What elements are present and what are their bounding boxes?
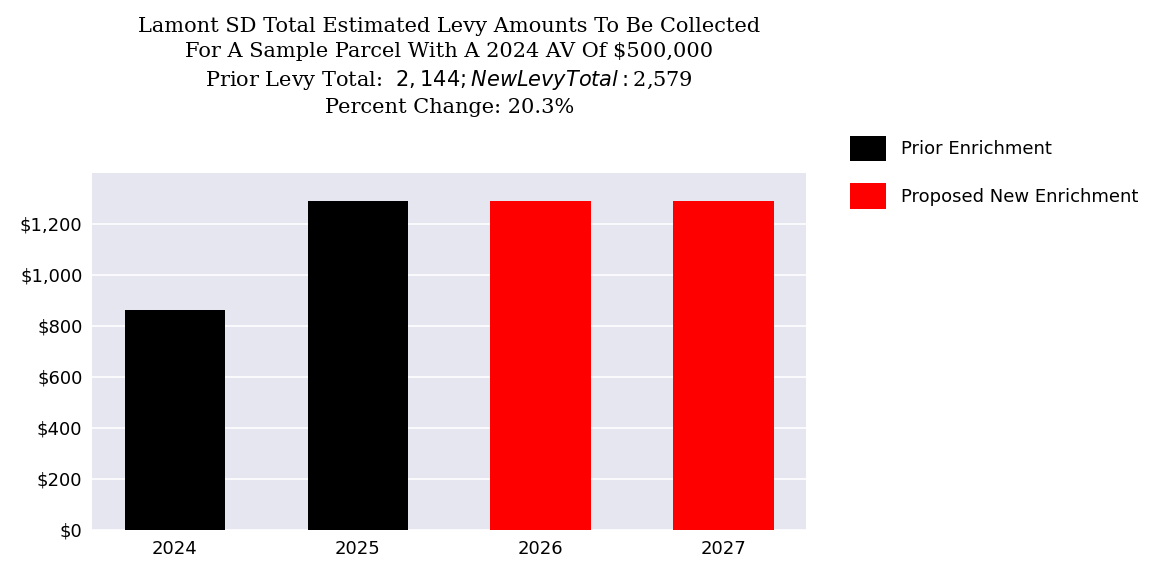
Bar (308, 201, 408, 530)
Bar (124, 310, 226, 530)
Text: Lamont SD Total Estimated Levy Amounts To Be Collected
For A Sample Parcel With : Lamont SD Total Estimated Levy Amounts T… (138, 17, 760, 118)
Legend: Prior Enrichment, Proposed New Enrichment: Prior Enrichment, Proposed New Enrichmen… (850, 136, 1138, 209)
Bar (491, 201, 591, 530)
Bar (673, 201, 774, 530)
